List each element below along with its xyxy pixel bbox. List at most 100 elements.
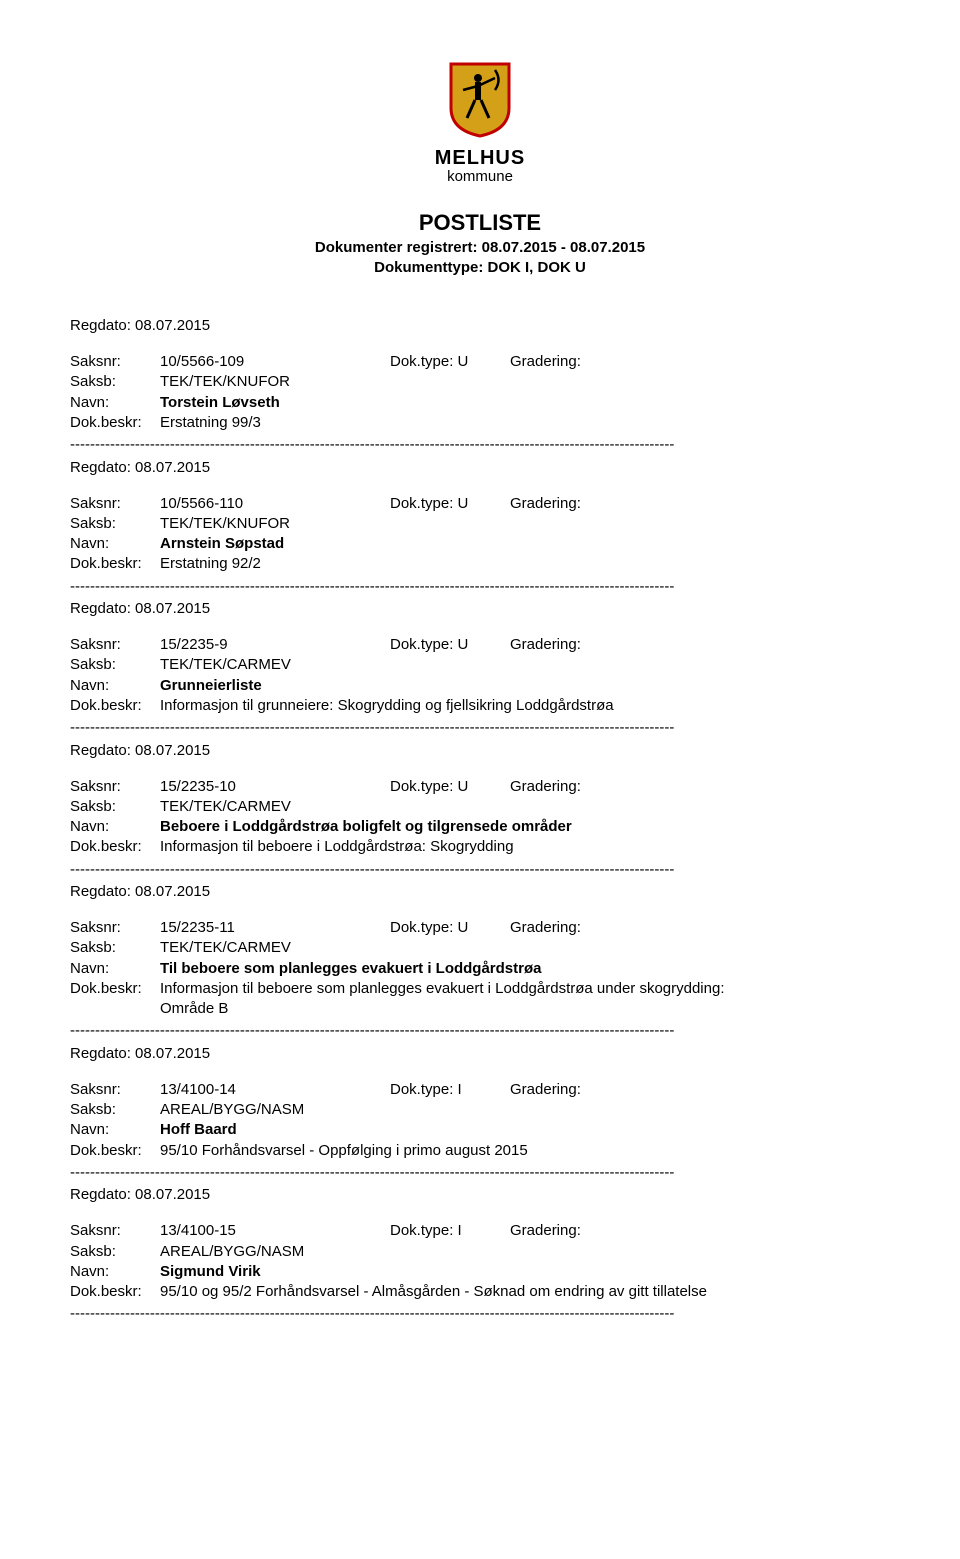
saksnr-label: Saksnr: [70, 918, 160, 938]
navn-label: Navn: [70, 817, 160, 837]
divider-line: ----------------------------------------… [70, 718, 890, 738]
dokbeskr-value: Erstatning 99/3 [160, 413, 890, 433]
navn-row: Navn:Til beboere som planlegges evakuert… [70, 959, 890, 979]
saksnr-value: 10/5566-109 [160, 352, 390, 372]
dokbeskr-label: Dok.beskr: [70, 1141, 160, 1161]
doktype-cell: Dok.type: U [390, 777, 510, 797]
regdato-line: Regdato: 08.07.2015 [70, 459, 890, 476]
navn-row: Navn:Hoff Baard [70, 1120, 890, 1140]
dokbeskr-value: 95/10 Forhåndsvarsel - Oppfølging i prim… [160, 1141, 890, 1161]
divider-line: ----------------------------------------… [70, 435, 890, 455]
gradering-cell: Gradering: [510, 635, 890, 655]
doktype-cell: Dok.type: U [390, 635, 510, 655]
saksb-row: Saksb:TEK/TEK/KNUFOR [70, 372, 890, 392]
doktype-cell: Dok.type: I [390, 1221, 510, 1241]
navn-value: Torstein Løvseth [160, 393, 890, 413]
dokbeskr-value: Erstatning 92/2 [160, 554, 890, 574]
navn-value: Til beboere som planlegges evakuert i Lo… [160, 959, 890, 979]
navn-row: Navn:Arnstein Søpstad [70, 534, 890, 554]
navn-row: Navn:Beboere i Loddgårdstrøa boligfelt o… [70, 817, 890, 837]
dokbeskr-label: Dok.beskr: [70, 696, 160, 716]
entry: Regdato: 08.07.2015 Saksnr:15/2235-9Dok.t… [70, 600, 890, 738]
doktype-cell: Dok.type: I [390, 1080, 510, 1100]
dokbeskr-row: Dok.beskr:Informasjon til beboere som pl… [70, 979, 890, 999]
entry: Regdato: 08.07.2015Saksnr:15/2235-11Dok.… [70, 883, 890, 1041]
saksb-label: Saksb: [70, 1100, 160, 1120]
saksb-row: Saksb:AREAL/BYGG/NASM [70, 1242, 890, 1262]
saksb-row: Saksb:TEK/TEK/KNUFOR [70, 514, 890, 534]
dokbeskr-label: Dok.beskr: [70, 837, 160, 857]
saksb-value: TEK/TEK/CARMEV [160, 938, 890, 958]
saksnr-label: Saksnr: [70, 1221, 160, 1241]
saksb-label: Saksb: [70, 372, 160, 392]
saksb-label: Saksb: [70, 655, 160, 675]
saksnr-value: 15/2235-10 [160, 777, 390, 797]
divider-line: ----------------------------------------… [70, 860, 890, 880]
saksb-value: AREAL/BYGG/NASM [160, 1242, 890, 1262]
dokbeskr-value: Informasjon til beboere som planlegges e… [160, 979, 890, 999]
entry: Regdato: 08.07.2015Saksnr:13/4100-15Dok.… [70, 1186, 890, 1324]
regdato-line: Regdato: 08.07.2015 [70, 317, 890, 334]
melhus-shield-icon [445, 60, 515, 138]
saksnr-row: Saksnr:15/2235-11Dok.type: UGradering: [70, 918, 890, 938]
doktype-cell: Dok.type: U [390, 494, 510, 514]
page-container: MELHUS kommune POSTLISTE Dokumenter regi… [0, 0, 960, 1368]
logo-text-melhus: MELHUS [70, 147, 890, 170]
regdato-line: Regdato: 08.07.2015 [70, 600, 890, 617]
dokbeskr-label: Dok.beskr: [70, 413, 160, 433]
navn-label: Navn: [70, 1120, 160, 1140]
dokbeskr-row: Dok.beskr:Erstatning 99/3 [70, 413, 890, 433]
dokbeskr-label: Dok.beskr: [70, 979, 160, 999]
saksnr-row: Saksnr:10/5566-110Dok.type: UGradering: [70, 494, 890, 514]
saksnr-label: Saksnr: [70, 635, 160, 655]
saksnr-row: Saksnr:13/4100-15Dok.type: IGradering: [70, 1221, 890, 1241]
saksb-value: TEK/TEK/CARMEV [160, 797, 890, 817]
header-block: POSTLISTE Dokumenter registrert: 08.07.2… [70, 210, 890, 277]
dokbeskr-extra: Område B [70, 999, 890, 1019]
saksb-row: Saksb:AREAL/BYGG/NASM [70, 1100, 890, 1120]
dokbeskr-value: Informasjon til beboere i Loddgårdstrøa:… [160, 837, 890, 857]
gradering-cell: Gradering: [510, 352, 890, 372]
divider-line: ----------------------------------------… [70, 1163, 890, 1183]
saksb-value: TEK/TEK/KNUFOR [160, 514, 890, 534]
dokbeskr-label: Dok.beskr: [70, 1282, 160, 1302]
saksb-row: Saksb:TEK/TEK/CARMEV [70, 938, 890, 958]
regdato-line: Regdato: 08.07.2015 [70, 1045, 890, 1062]
entries-list: Regdato: 08.07.2015Saksnr:10/5566-109Dok… [70, 317, 890, 1324]
divider-line: ----------------------------------------… [70, 1304, 890, 1324]
navn-row: Navn:Torstein Løvseth [70, 393, 890, 413]
regdato-line: Regdato: 08.07.2015 [70, 742, 890, 759]
saksb-row: Saksb:TEK/TEK/CARMEV [70, 797, 890, 817]
gradering-cell: Gradering: [510, 777, 890, 797]
entry: Regdato: 08.07.2015Saksnr:13/4100-14Dok.… [70, 1045, 890, 1183]
navn-value: Sigmund Virik [160, 1262, 890, 1282]
saksb-label: Saksb: [70, 938, 160, 958]
saksnr-value: 13/4100-14 [160, 1080, 390, 1100]
saksb-value: TEK/TEK/CARMEV [160, 655, 890, 675]
saksnr-row: Saksnr:15/2235-9Dok.type: UGradering: [70, 635, 890, 655]
saksnr-value: 15/2235-11 [160, 918, 390, 938]
navn-label: Navn: [70, 1262, 160, 1282]
subtitle-doc-type: Dokumenttype: DOK I, DOK U [70, 258, 890, 278]
saksb-value: AREAL/BYGG/NASM [160, 1100, 890, 1120]
dokbeskr-row: Dok.beskr:Informasjon til beboere i Lodd… [70, 837, 890, 857]
dokbeskr-row: Dok.beskr:Erstatning 92/2 [70, 554, 890, 574]
saksnr-value: 10/5566-110 [160, 494, 390, 514]
saksnr-label: Saksnr: [70, 352, 160, 372]
subtitle-date-range: Dokumenter registrert: 08.07.2015 - 08.0… [70, 238, 890, 258]
saksnr-row: Saksnr:15/2235-10Dok.type: UGradering: [70, 777, 890, 797]
regdato-line: Regdato: 08.07.2015 [70, 883, 890, 900]
logo-text-kommune: kommune [70, 168, 890, 185]
navn-value: Beboere i Loddgårdstrøa boligfelt og til… [160, 817, 890, 837]
entry: Regdato: 08.07.2015Saksnr:10/5566-109Dok… [70, 317, 890, 455]
saksnr-row: Saksnr:13/4100-14Dok.type: IGradering: [70, 1080, 890, 1100]
entry: Regdato: 08.07.2015 Saksnr:15/2235-10Dok.… [70, 742, 890, 880]
dokbeskr-row: Dok.beskr:Informasjon til grunneiere: Sk… [70, 696, 890, 716]
gradering-cell: Gradering: [510, 494, 890, 514]
dokbeskr-value: 95/10 og 95/2 Forhåndsvarsel - Almåsgård… [160, 1282, 890, 1302]
saksnr-label: Saksnr: [70, 1080, 160, 1100]
gradering-cell: Gradering: [510, 1221, 890, 1241]
doktype-cell: Dok.type: U [390, 352, 510, 372]
dokbeskr-row: Dok.beskr:95/10 Forhåndsvarsel - Oppfølg… [70, 1141, 890, 1161]
navn-value: Arnstein Søpstad [160, 534, 890, 554]
